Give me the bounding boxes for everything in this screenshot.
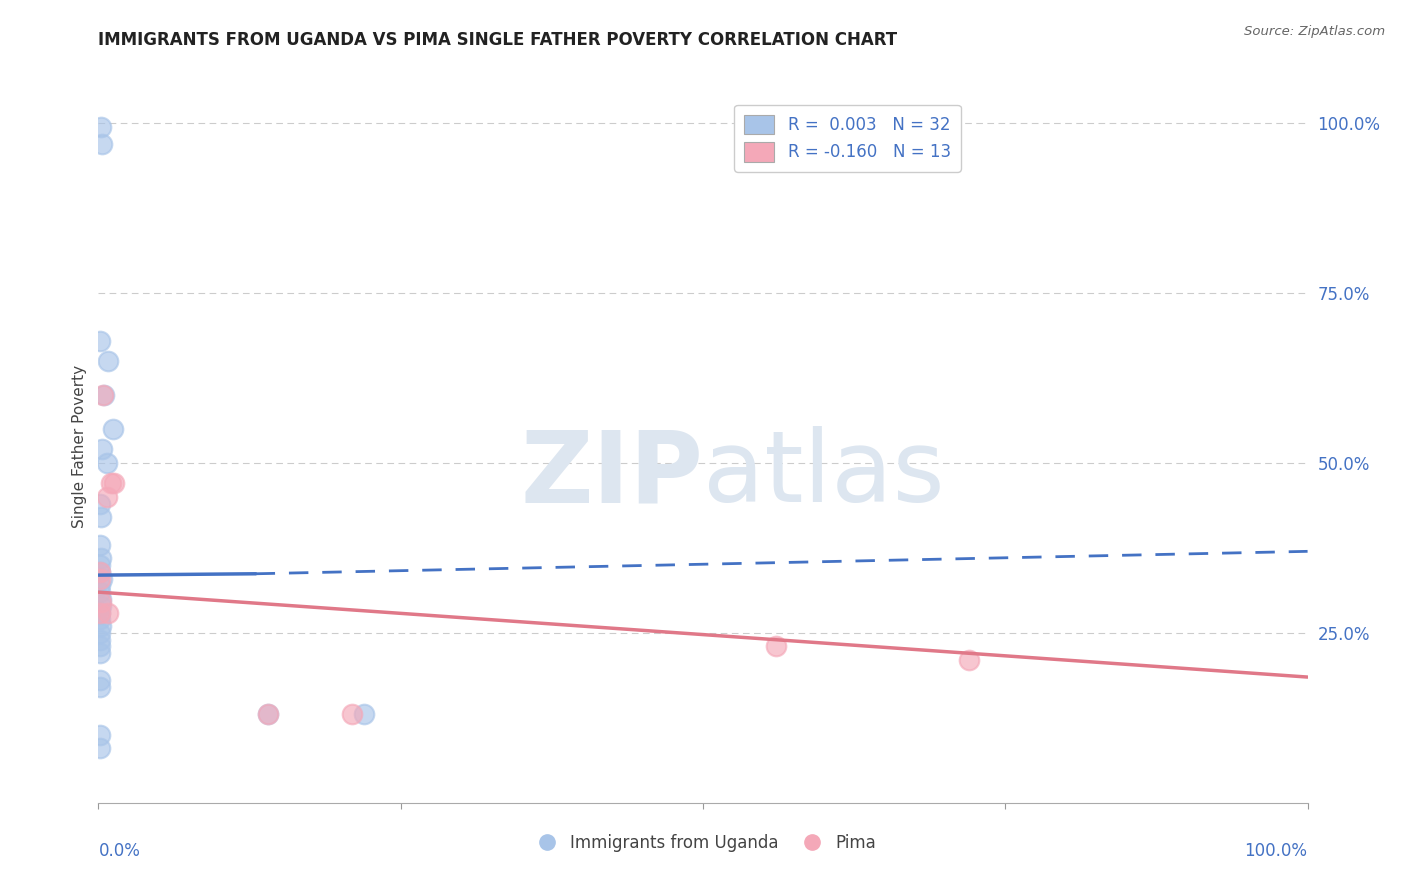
Point xyxy=(103,476,125,491)
Point xyxy=(765,640,787,654)
Y-axis label: Single Father Poverty: Single Father Poverty xyxy=(72,365,87,527)
Text: 100.0%: 100.0% xyxy=(1244,842,1308,860)
Point xyxy=(90,599,112,613)
Point xyxy=(89,680,111,694)
Point xyxy=(97,354,120,368)
Point xyxy=(89,632,111,647)
Point xyxy=(90,510,112,524)
Point xyxy=(89,741,111,756)
Point xyxy=(89,626,111,640)
Point xyxy=(89,728,111,742)
Point xyxy=(90,120,112,134)
Point xyxy=(957,653,980,667)
Text: ZIP: ZIP xyxy=(520,426,703,523)
Point xyxy=(89,606,111,620)
Point xyxy=(91,442,114,457)
Point xyxy=(353,707,375,722)
Point xyxy=(96,490,118,504)
Point xyxy=(90,619,112,633)
Point xyxy=(89,612,111,626)
Point xyxy=(90,595,112,609)
Point xyxy=(89,606,111,620)
Point xyxy=(89,673,111,688)
Point xyxy=(89,558,111,572)
Text: Source: ZipAtlas.com: Source: ZipAtlas.com xyxy=(1244,25,1385,38)
Point xyxy=(100,476,122,491)
Point xyxy=(96,456,118,470)
Point xyxy=(97,606,120,620)
Text: IMMIGRANTS FROM UGANDA VS PIMA SINGLE FATHER POVERTY CORRELATION CHART: IMMIGRANTS FROM UGANDA VS PIMA SINGLE FA… xyxy=(98,31,897,49)
Point xyxy=(90,591,112,606)
Point xyxy=(89,334,111,348)
Text: 0.0%: 0.0% xyxy=(98,842,141,860)
Point xyxy=(89,565,111,579)
Point xyxy=(89,572,111,586)
Point xyxy=(256,707,278,722)
Point xyxy=(89,565,111,579)
Point xyxy=(89,646,111,660)
Point xyxy=(89,585,111,599)
Point xyxy=(89,578,111,592)
Point xyxy=(89,497,111,511)
Point xyxy=(256,707,278,722)
Text: atlas: atlas xyxy=(703,426,945,523)
Point xyxy=(93,388,115,402)
Point xyxy=(91,572,114,586)
Point xyxy=(91,136,114,151)
Point xyxy=(89,537,111,551)
Point xyxy=(91,388,114,402)
Point xyxy=(89,640,111,654)
Point xyxy=(101,422,124,436)
Point xyxy=(342,707,364,722)
Legend: Immigrants from Uganda, Pima: Immigrants from Uganda, Pima xyxy=(523,828,883,859)
Point xyxy=(90,551,112,566)
